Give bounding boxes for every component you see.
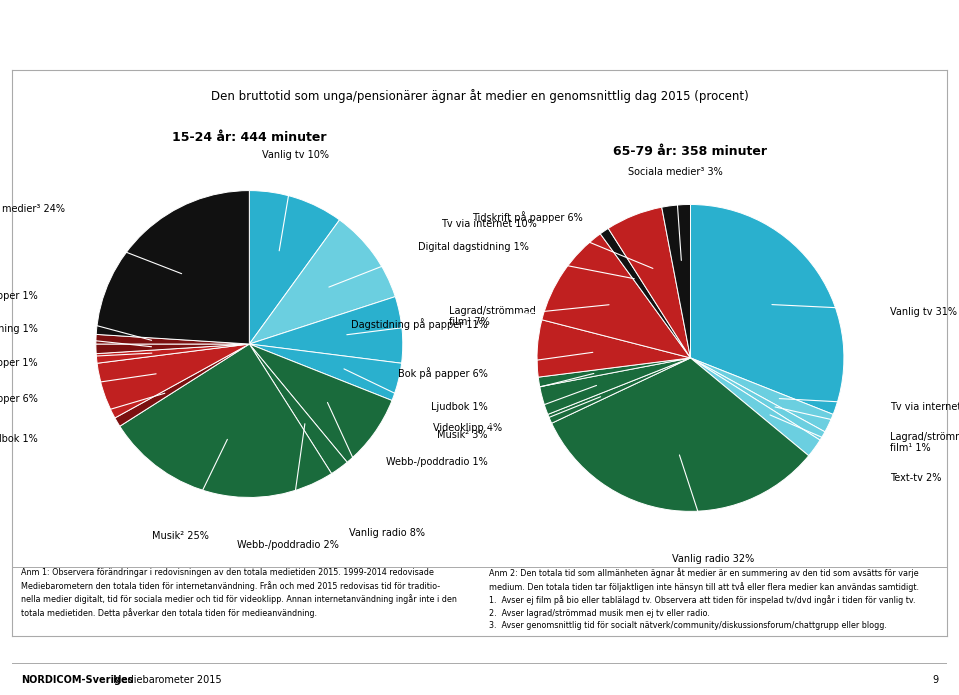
Wedge shape [537,320,690,377]
Text: Ljudbok 1%: Ljudbok 1% [432,373,594,412]
Text: Den bruttotid som unga/pensionärer ägnar åt medier en genomsnittlig dag 2015 (pr: Den bruttotid som unga/pensionärer ägnar… [211,90,748,104]
Text: Vanlig radio 8%: Vanlig radio 8% [327,402,426,538]
Text: Musik² 25%: Musik² 25% [152,439,227,541]
Text: Videoklipp 4%: Videoklipp 4% [344,369,503,434]
Wedge shape [96,344,249,354]
Text: Vanlig radio 32%: Vanlig radio 32% [672,455,755,564]
Wedge shape [249,220,395,344]
Wedge shape [120,344,332,498]
Wedge shape [662,204,690,358]
Wedge shape [249,190,339,344]
Text: Sociala medier³ 3%: Sociala medier³ 3% [628,167,722,261]
Wedge shape [690,358,820,456]
Wedge shape [540,358,690,414]
Wedge shape [249,344,347,473]
Wedge shape [97,344,249,418]
Text: Lagrad/strömmad
film¹ 7%: Lagrad/strömmad film¹ 7% [347,306,535,335]
Text: Vanlig tv 31%: Vanlig tv 31% [772,304,957,317]
Text: Tidskrift på papper 6%: Tidskrift på papper 6% [473,211,653,268]
Text: NORDICOM-Sveriges: NORDICOM-Sveriges [21,675,133,685]
Text: Dagstidning på papper 11%: Dagstidning på papper 11% [351,304,609,330]
Title: 65-79 år: 358 minuter: 65-79 år: 358 minuter [614,145,767,158]
Wedge shape [690,358,825,440]
Text: Tv via internet 2%: Tv via internet 2% [780,398,959,412]
Wedge shape [548,358,690,423]
Text: Sociala medier³ 24%: Sociala medier³ 24% [0,204,181,274]
Text: 9: 9 [932,675,938,685]
Text: Bok på papper 6%: Bok på papper 6% [398,352,593,379]
Wedge shape [249,344,402,400]
Wedge shape [690,358,833,432]
Wedge shape [249,344,392,462]
Wedge shape [115,344,249,426]
Wedge shape [96,190,249,344]
Text: Dagstidning på papper 1%: Dagstidning på papper 1% [0,353,152,368]
Wedge shape [600,229,690,358]
Text: Anm 2: Den totala tid som allmänheten ägnar åt medier är en summering av den tid: Anm 2: Den totala tid som allmänheten äg… [489,568,919,630]
Text: Webb-/poddradio 1%: Webb-/poddradio 1% [386,397,600,467]
Title: 15-24 år: 444 minuter: 15-24 år: 444 minuter [172,131,327,144]
Text: Bok på papper 6%: Bok på papper 6% [0,374,156,404]
Text: Mediedagen 2015: Ungdomar och pensionärer: Mediedagen 2015: Ungdomar och pensionäre… [82,17,877,47]
Text: Vanlig tv 10%: Vanlig tv 10% [262,150,329,251]
Text: Lagrad/strömmad
film¹ 1%: Lagrad/strömmad film¹ 1% [775,407,959,453]
Text: Tidskrift på papper 1%: Tidskrift på papper 1% [0,289,152,341]
Wedge shape [690,204,844,414]
Wedge shape [538,358,690,386]
Wedge shape [96,334,249,344]
Wedge shape [96,344,249,363]
Text: Digital dagstidning 1%: Digital dagstidning 1% [418,243,634,279]
Text: Webb-/poddradio 2%: Webb-/poddradio 2% [237,424,339,550]
Text: Digital dagstidning 1%: Digital dagstidning 1% [0,324,152,347]
Text: Anm 1: Observera förändringar i redovisningen av den totala medietiden 2015. 199: Anm 1: Observera förändringar i redovisn… [21,568,456,619]
Wedge shape [551,358,808,512]
Text: Tv via internet 10%: Tv via internet 10% [329,220,537,287]
Text: Ljudbok 1%: Ljudbok 1% [0,393,165,444]
Wedge shape [249,297,403,363]
Wedge shape [542,234,690,358]
Text: Musik² 3%: Musik² 3% [437,386,596,440]
Text: Text-tv 2%: Text-tv 2% [770,415,942,482]
Wedge shape [608,207,690,358]
Text: Mediebarometer 2015: Mediebarometer 2015 [109,675,222,685]
